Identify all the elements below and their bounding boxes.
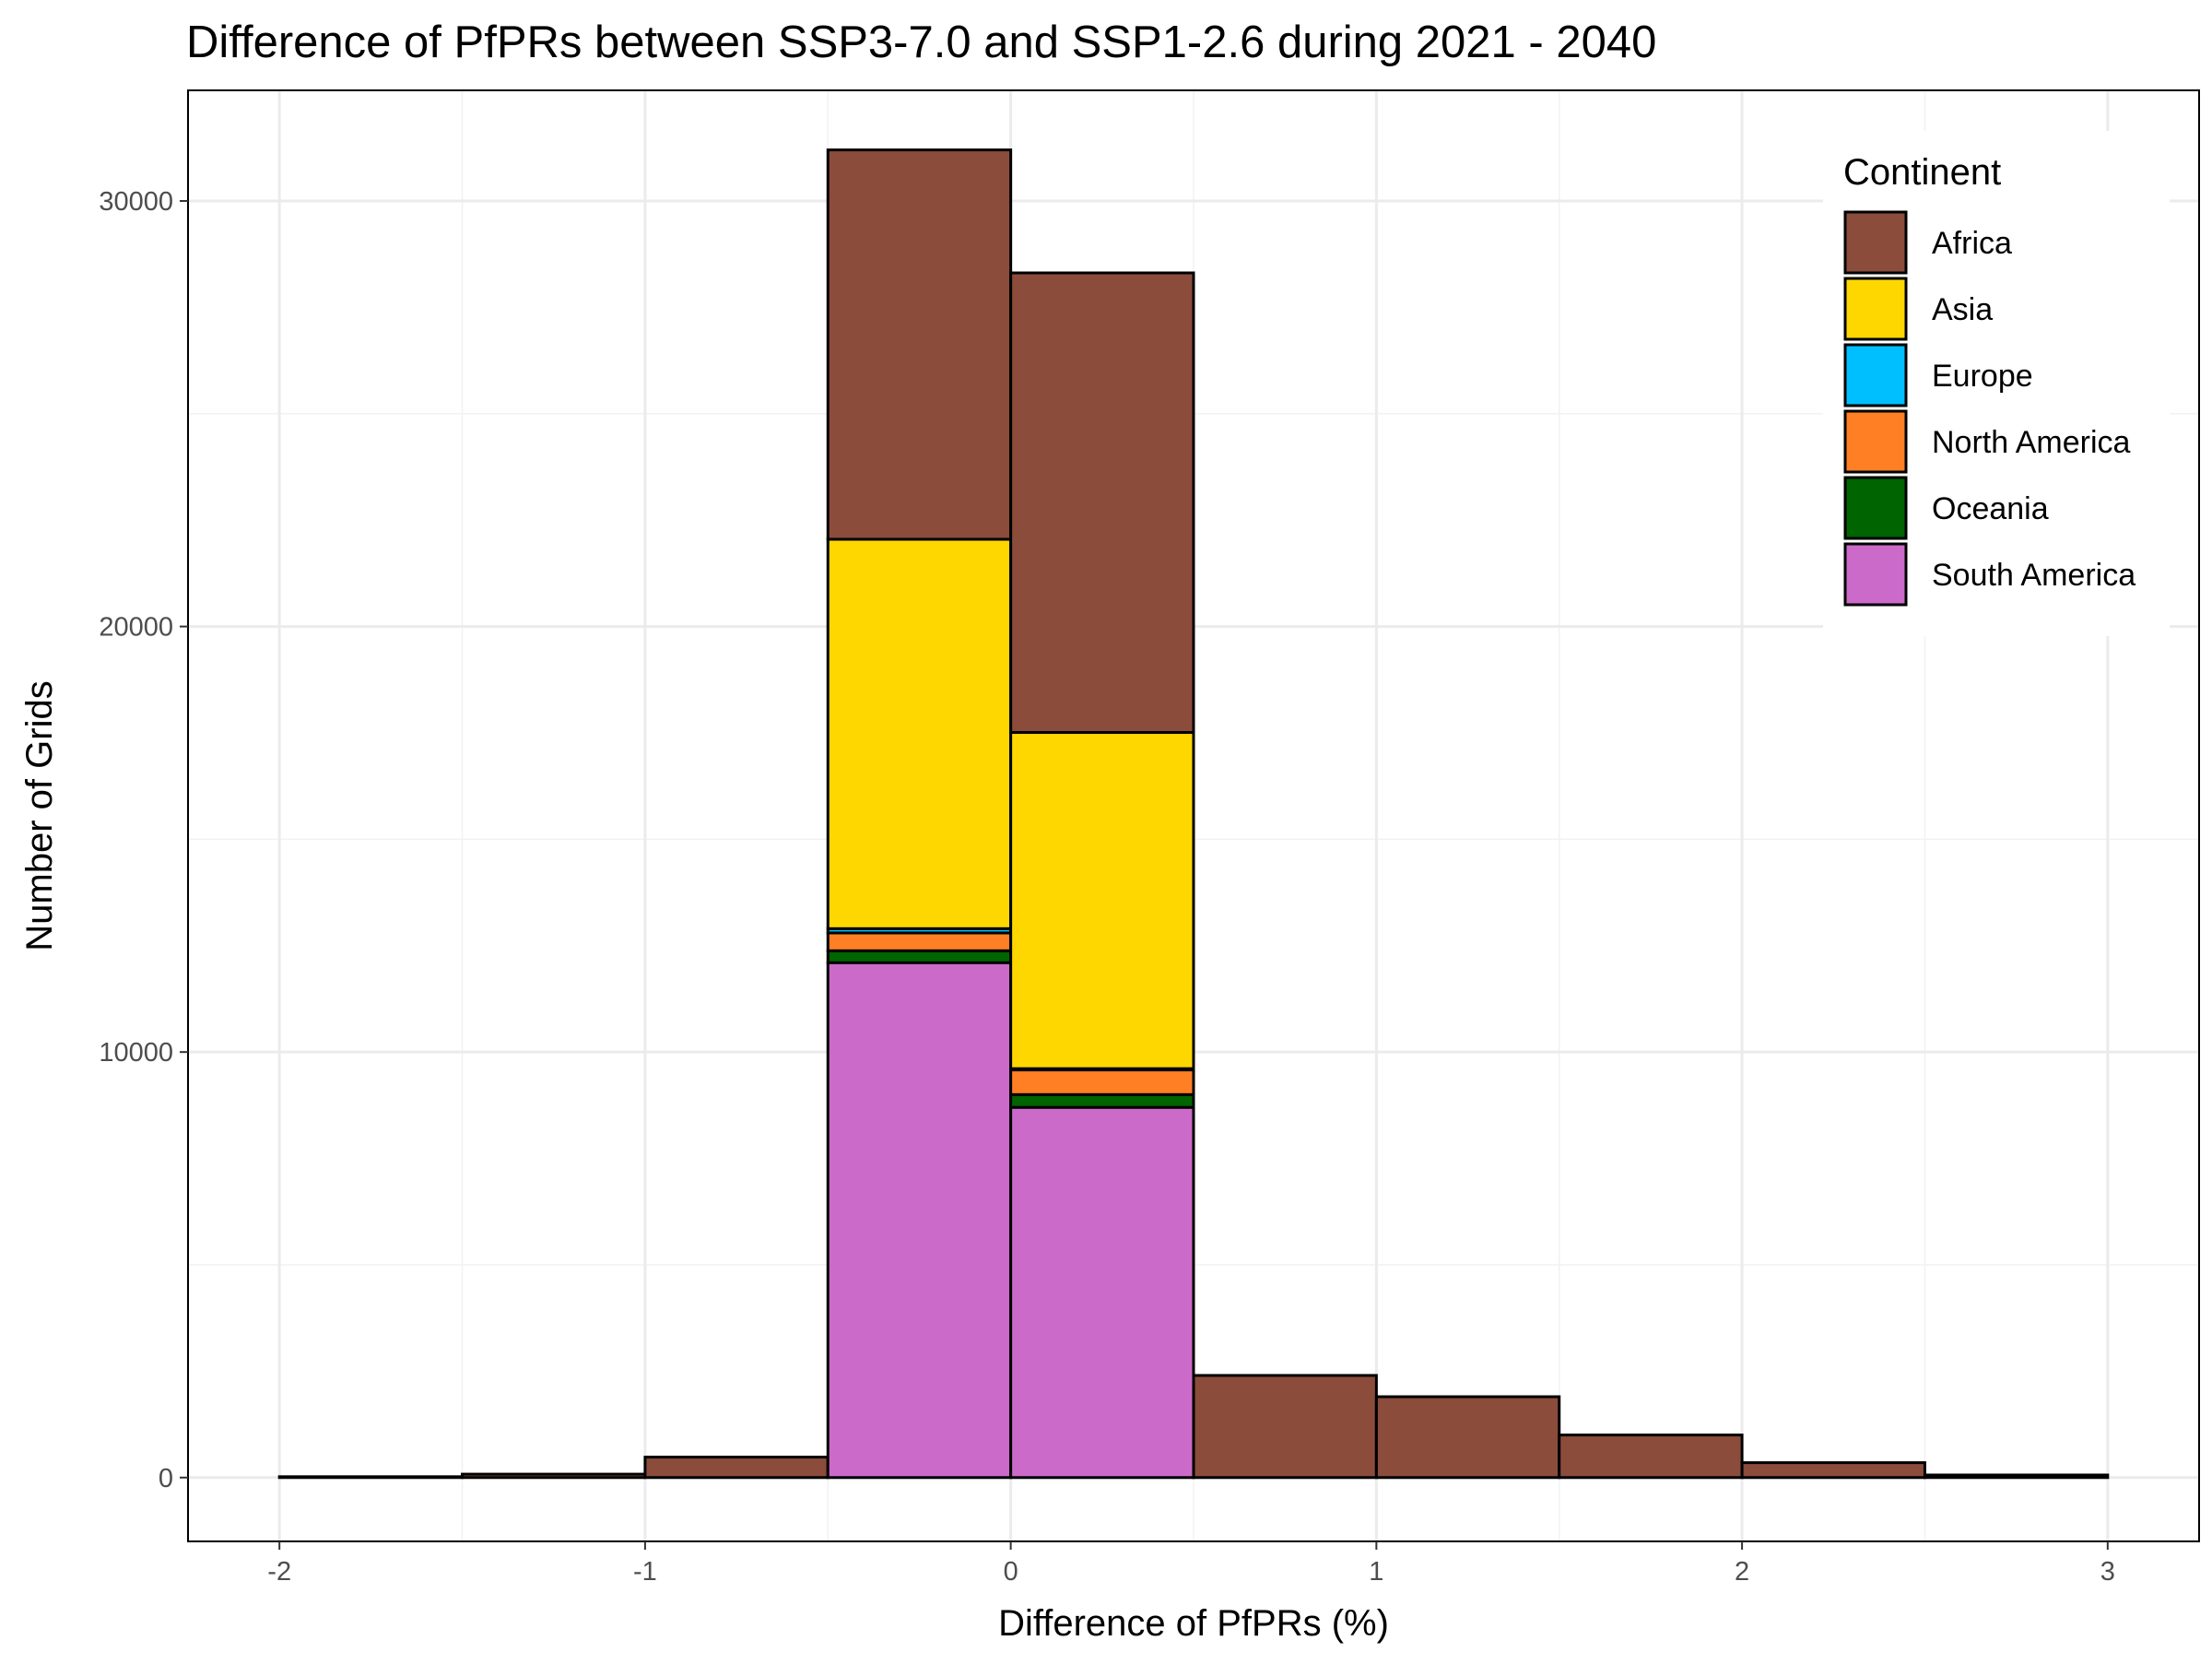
y-tick-label: 0 <box>159 1464 173 1493</box>
bar-segment-south-america <box>826 961 1013 1480</box>
bar-segment-africa <box>826 148 1013 541</box>
bar-segment-north-america <box>826 931 1013 952</box>
y-tick-label: 20000 <box>99 613 173 643</box>
bar-segment-asia <box>826 537 1013 930</box>
x-tick-label: 0 <box>1004 1557 1018 1587</box>
bar-segment-africa <box>1009 271 1195 735</box>
bar-segment-africa <box>461 1472 647 1480</box>
x-tick-label: 2 <box>1735 1557 1749 1587</box>
x-axis-title: Difference of PfPRs (%) <box>998 1603 1389 1644</box>
legend-key-north-america <box>1843 409 1908 474</box>
bar-segment-africa <box>1558 1434 1744 1480</box>
x-tick-label: -2 <box>267 1557 291 1587</box>
x-tick-label: 1 <box>1369 1557 1383 1587</box>
legend-key-europe <box>1843 343 1908 407</box>
legend-key-south-america <box>1843 542 1908 607</box>
legend: Continent Africa Asia Europe North America O… <box>1823 131 2170 636</box>
x-tick-label: -1 <box>633 1557 657 1587</box>
y-axis-title: Number of Grids <box>19 680 60 950</box>
bar-segment-south-america <box>1009 1105 1195 1480</box>
legend-label-south-america: South America <box>1932 558 2136 593</box>
axis-ticks: -2 -1 0 1 2 3 0 10000 20000 30000 <box>99 187 2115 1587</box>
legend-label-asia: Asia <box>1932 292 1993 327</box>
legend-key-oceania <box>1843 476 1908 540</box>
legend-key-africa <box>1843 210 1908 275</box>
bar-segment-africa <box>1740 1461 1926 1480</box>
bar-segment-africa <box>1192 1374 1378 1480</box>
x-tick-label: 3 <box>2100 1557 2115 1587</box>
bar-segment-north-america <box>1009 1068 1195 1096</box>
plot-panel-border <box>187 89 2200 1542</box>
legend-label-oceania: Oceania <box>1932 491 2049 526</box>
legend-label-africa: Africa <box>1932 226 2012 261</box>
y-tick-label: 30000 <box>99 187 173 217</box>
bar-segment-asia <box>1009 731 1195 1070</box>
chart-title: Difference of PfPRs between SSP3-7.0 and… <box>186 18 1656 67</box>
legend-label-north-america: North America <box>1932 425 2130 460</box>
legend-label-europe: Europe <box>1932 359 2033 394</box>
histogram-bars <box>277 148 2110 1480</box>
bar-segment-africa <box>1923 1473 2110 1480</box>
bar-segment-africa <box>643 1456 830 1480</box>
bar-segment-africa <box>1374 1395 1561 1480</box>
legend-key-asia <box>1843 277 1908 341</box>
bar-segment-oceania <box>1009 1092 1195 1109</box>
bar-segment-oceania <box>826 949 1013 964</box>
bar-segment-africa <box>277 1475 465 1480</box>
legend-title: Continent <box>1843 152 2001 193</box>
y-tick-label: 10000 <box>99 1038 173 1068</box>
